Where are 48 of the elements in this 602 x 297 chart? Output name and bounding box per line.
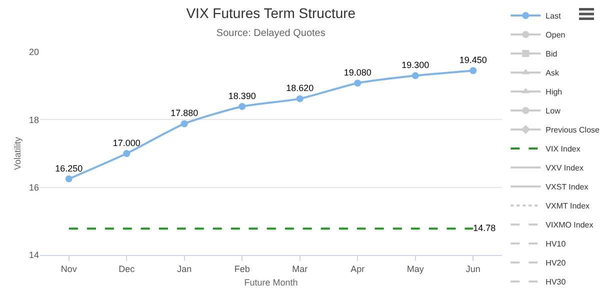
x-tick-label: Dec	[118, 264, 136, 274]
y-tick-label: 16	[28, 182, 39, 192]
legend-label: Bid	[546, 50, 558, 59]
legend-label: Last	[546, 12, 562, 21]
legend-label: HV20	[546, 258, 566, 268]
legend-label: VXMT Index	[546, 202, 590, 211]
legend-label: VXST Index	[546, 182, 588, 192]
legend-label: Ask	[546, 68, 560, 78]
point	[296, 95, 304, 102]
legend-label: VIXMO Index	[546, 220, 594, 230]
data-label: 19.080	[344, 68, 372, 78]
x-tick-label: Jan	[177, 264, 192, 274]
point	[123, 150, 130, 157]
x-tick-label: Apr	[350, 264, 365, 274]
x-tick-label: Mar	[292, 264, 308, 274]
x-tick-label: May	[406, 264, 424, 274]
x-tick-label: Feb	[234, 264, 250, 274]
data-label: 14.78	[473, 222, 496, 233]
data-label: 16.250	[55, 163, 83, 174]
point	[65, 175, 72, 182]
data-label: 18.620	[286, 83, 314, 94]
point	[180, 120, 188, 128]
x-tick-label: Nov	[60, 264, 78, 274]
chart-subtitle: Source: Delayed Quotes	[216, 28, 326, 40]
point	[470, 67, 477, 74]
point	[238, 102, 246, 110]
legend-label: High	[546, 88, 562, 97]
legend-label: HV10	[546, 240, 566, 249]
x-tick-label: Jun	[466, 264, 480, 274]
y-tick-label: 18	[28, 114, 39, 125]
data-label: 17.000	[112, 138, 140, 148]
y-tick-label: 20	[28, 47, 39, 58]
data-label: 19.450	[459, 54, 487, 65]
legend-label: Previous Close	[546, 126, 600, 135]
legend-label: Low	[546, 106, 561, 116]
point	[412, 72, 419, 80]
legend-label: VIX Index	[546, 144, 580, 154]
data-label: 17.880	[170, 108, 198, 118]
data-label: 18.390	[228, 90, 256, 101]
legend-label: Open	[546, 30, 566, 40]
legend-label: VXV Index	[546, 164, 584, 173]
data-label: 19.300	[402, 60, 430, 70]
y-tick-label: 14	[28, 250, 39, 260]
chart-title: VIX Futures Term Structure	[186, 4, 356, 21]
point	[354, 80, 362, 87]
x-axis-title: Future Month	[244, 278, 298, 288]
legend-label: HV30	[546, 278, 566, 287]
y-axis-title: Volatility	[12, 136, 22, 170]
